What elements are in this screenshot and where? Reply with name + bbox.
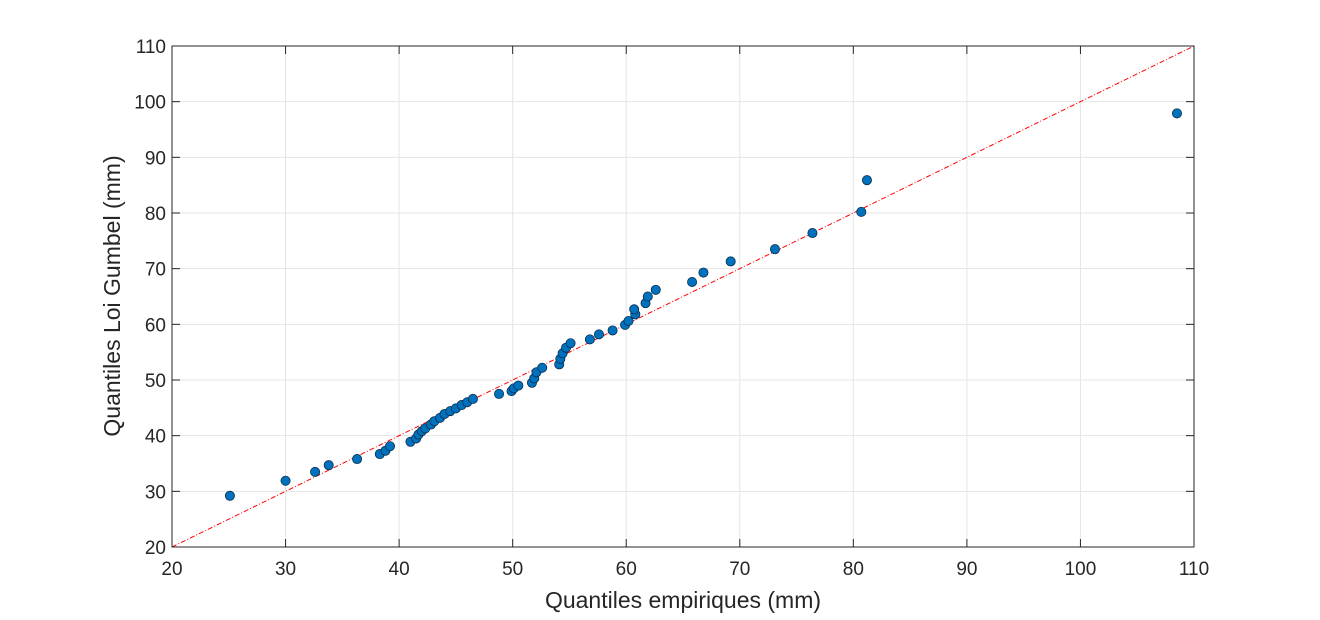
y-tick-label: 80 [145, 204, 166, 225]
data-point [584, 334, 595, 345]
x-tick-label: 60 [616, 559, 637, 580]
x-tick-label: 40 [389, 559, 410, 580]
data-point [1171, 108, 1182, 119]
x-tick-label: 70 [729, 559, 750, 580]
data-point [224, 490, 235, 501]
data-point [385, 441, 396, 452]
y-tick-label: 70 [145, 260, 166, 281]
data-point [642, 291, 653, 302]
data-point [698, 267, 709, 278]
y-tick-label: 110 [136, 37, 166, 58]
x-axis-title: Quantiles empiriques (mm) [545, 587, 821, 613]
data-points [224, 108, 1182, 501]
grid [172, 46, 1194, 547]
data-point [352, 454, 363, 465]
data-point [565, 338, 576, 349]
y-tick-label: 100 [134, 93, 166, 114]
x-tick-label: 20 [161, 559, 182, 580]
data-point [725, 256, 736, 267]
data-point [861, 175, 872, 186]
data-point [537, 362, 548, 373]
y-axis-title: Quantiles Loi Gumbel (mm) [99, 155, 125, 436]
y-axis: 20 30 40 50 60 70 80 90 100 110 [134, 37, 1194, 559]
x-tick-label: 90 [956, 559, 977, 580]
data-point [323, 460, 334, 471]
x-tick-label: 80 [843, 559, 864, 580]
data-point [650, 284, 661, 295]
data-point [769, 244, 780, 255]
x-tick-label: 30 [275, 559, 296, 580]
data-point [623, 315, 634, 326]
data-point [593, 329, 604, 340]
plot-frame [171, 45, 1195, 548]
data-point [310, 466, 321, 477]
x-tick-label: 50 [502, 559, 523, 580]
data-point [629, 304, 640, 315]
x-axis: 20 30 40 50 60 70 80 90 100 110 [161, 46, 1209, 580]
data-point [807, 228, 818, 239]
y-tick-label: 50 [145, 371, 166, 392]
data-point [513, 380, 524, 391]
y-tick-label: 60 [145, 315, 166, 336]
plot-background [172, 46, 1194, 547]
data-point [280, 475, 291, 486]
y-tick-label: 30 [145, 482, 166, 503]
x-tick-label: 100 [1065, 559, 1097, 580]
data-point [494, 388, 505, 399]
data-point [856, 206, 867, 217]
y-tick-label: 90 [145, 148, 166, 169]
y-tick-label: 20 [145, 538, 166, 559]
data-point [607, 325, 618, 336]
data-point [467, 393, 478, 404]
data-point [687, 277, 698, 288]
y-tick-label: 40 [145, 427, 166, 448]
x-tick-label: 110 [1179, 559, 1209, 580]
